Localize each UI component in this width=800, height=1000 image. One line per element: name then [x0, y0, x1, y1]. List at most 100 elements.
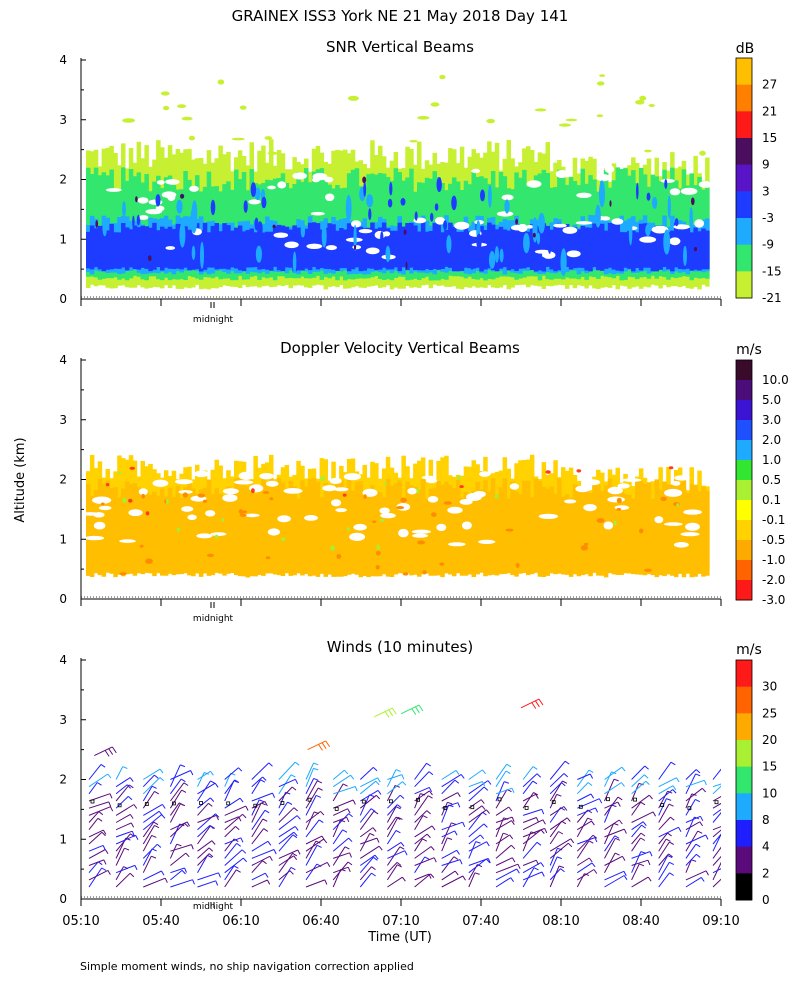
vel-gap [461, 521, 472, 530]
x-axis-label: Time (UT) [367, 930, 432, 945]
wind-barb [495, 820, 512, 831]
wind-marker [199, 801, 203, 805]
wind-barb [468, 805, 483, 816]
wind-barb [549, 868, 561, 881]
wind-barb [604, 870, 625, 881]
wind-barb-flag [124, 847, 130, 851]
wind-barb-flag [210, 780, 216, 784]
snr-core [405, 261, 408, 270]
wind-barb [549, 848, 558, 866]
vel-gap [84, 535, 105, 541]
wind-barb-flag [594, 807, 599, 813]
snr-speck [231, 137, 245, 141]
vel-gap [425, 478, 438, 484]
heatmap-layer [86, 477, 710, 578]
x-tick-label: 07:40 [462, 914, 499, 929]
wind-barb-flag [483, 823, 488, 828]
wind-barb-flag [666, 798, 672, 801]
snr-core [609, 200, 612, 207]
wind-barb [685, 821, 701, 831]
vel-speck [105, 483, 110, 487]
vel-speck [139, 544, 144, 548]
wind-barb-flag [349, 852, 352, 858]
wind-barb-flag [649, 851, 653, 857]
upper-wind-barb-flag [531, 702, 537, 709]
wind-barb-flag [672, 789, 677, 794]
wind-barb-flag [669, 861, 675, 866]
wind-barb-flag [587, 782, 593, 786]
wind-barb-flag [209, 825, 214, 830]
vel-gap [277, 515, 291, 523]
wind-barb [170, 821, 188, 831]
wind-barb [658, 853, 669, 866]
colorbar-label: -21 [762, 291, 782, 305]
wind-barb [278, 761, 296, 780]
wind-barb [142, 785, 153, 802]
wind-barb-flag [691, 859, 697, 862]
snr-cell [476, 233, 482, 250]
wind-barb-flag [238, 767, 243, 772]
wind-barb [685, 779, 705, 788]
wind-barb [549, 842, 569, 859]
wind-barb-flag [544, 828, 548, 834]
snr-plume [122, 201, 126, 218]
wind-barb [360, 789, 379, 802]
vel-speck [215, 534, 219, 539]
wind-barb [142, 814, 162, 831]
wind-barb [360, 837, 378, 845]
wind-barb-flag [401, 876, 406, 882]
wind-barb-flag [504, 781, 510, 784]
wind-barb-flag [558, 831, 564, 835]
wind-barb-flag [510, 844, 516, 850]
colorbar-label: -15 [762, 264, 782, 278]
wind-barb [197, 782, 216, 795]
x-tick-label: 06:40 [302, 914, 339, 929]
wind-barb [224, 857, 244, 874]
wind-barb-flag [505, 770, 511, 774]
wind-barb [441, 802, 448, 816]
snr-core [272, 224, 276, 229]
wind-barb-flag [292, 834, 298, 839]
vel-speck [119, 572, 127, 576]
wind-barb-flag [487, 858, 491, 864]
wind-barb [658, 862, 670, 881]
wind-barb [143, 803, 163, 816]
wind-barb [332, 813, 350, 831]
wind-barb [387, 876, 403, 888]
wind-barb [197, 847, 210, 859]
wind-barb-flag [135, 835, 139, 840]
vel-gap [436, 523, 447, 532]
wind-barb [386, 806, 397, 823]
wind-barb-flag [290, 866, 296, 871]
wind-barb-flag [293, 855, 298, 861]
snr-cell [469, 253, 475, 270]
snr-core [515, 218, 518, 225]
wind-marker [144, 802, 149, 806]
snr-speck [347, 95, 359, 101]
vel-gap [233, 480, 254, 485]
wind-barb [631, 876, 649, 888]
wind-barb [88, 867, 103, 888]
wind-barb-flag [267, 841, 272, 846]
colorbar-label: 3.0 [762, 413, 781, 427]
wind-barb [143, 768, 161, 780]
wind-barb [359, 767, 374, 780]
wind-marker [633, 797, 637, 802]
wind-barb [88, 806, 111, 816]
wind-barb [631, 783, 640, 802]
wind-barb-flag [369, 832, 375, 836]
wind-barb [170, 870, 183, 881]
wind-barb-flag [107, 773, 112, 779]
wind-barb [658, 841, 670, 859]
snr-gap [145, 209, 163, 215]
vel-speck [269, 497, 274, 501]
wind-barb-flag [727, 780, 731, 783]
colorbar-label: 25 [762, 706, 777, 720]
wind-barb-flag [695, 843, 701, 848]
snr-gap [639, 236, 657, 243]
wind-barb-flag [564, 760, 570, 765]
snr-cell [664, 179, 668, 189]
wind-barb-flag [592, 834, 598, 839]
snr-gap [137, 197, 149, 204]
wind-barb-flag [400, 842, 405, 847]
